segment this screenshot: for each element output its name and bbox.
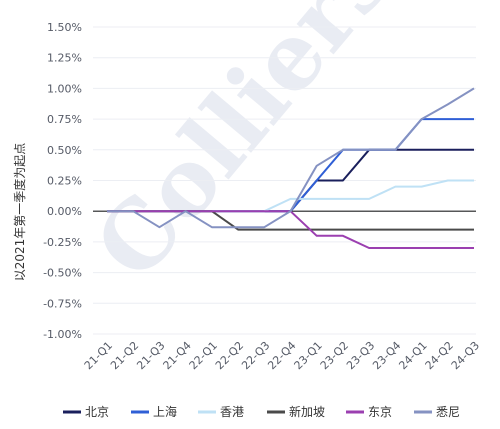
legend-label: 悉尼	[436, 405, 460, 419]
x-tick-label: 22-Q1	[187, 339, 220, 372]
y-axis-ticks: 1.50% 1.25% 1.00% 0.75% 0.50% 0.25% 0.00% -0.25…	[43, 21, 82, 341]
y-gridlines	[93, 26, 476, 335]
y-tick-label: 1.00%	[47, 82, 82, 95]
x-tick-label: 21-Q4	[161, 339, 194, 372]
legend-label: 新加坡	[289, 404, 325, 419]
x-tick-label: 24-Q2	[423, 339, 456, 372]
legend-label: 香港	[220, 405, 244, 419]
y-tick-label: -0.50%	[43, 267, 82, 280]
y-tick-label: 0.50%	[47, 144, 82, 157]
x-tick-label: 22-Q4	[265, 339, 298, 372]
y-tick-label: 0.25%	[47, 175, 82, 188]
x-axis-ticks: 21-Q121-Q221-Q321-Q422-Q122-Q222-Q322-Q4…	[82, 339, 482, 372]
x-tick-label: 21-Q1	[82, 339, 115, 372]
y-tick-label: -0.25%	[43, 236, 82, 249]
y-tick-label: 1.50%	[47, 21, 82, 34]
legend-label: 上海	[153, 404, 177, 419]
legend: 北京 上海 香港 新加坡 东京 悉尼	[63, 404, 460, 419]
y-tick-label: 0.75%	[47, 113, 82, 126]
x-tick-label: 21-Q3	[134, 339, 167, 372]
legend-label: 东京	[368, 405, 392, 419]
x-tick-label: 24-Q3	[449, 339, 482, 372]
x-tick-label: 23-Q1	[292, 339, 325, 372]
x-tick-label: 22-Q3	[239, 339, 272, 372]
legend-label: 北京	[85, 405, 109, 419]
y-tick-label: -0.75%	[43, 297, 82, 310]
y-tick-label: 0.00%	[47, 205, 82, 218]
y-axis-label: 以2021年第一季度为起点	[12, 143, 27, 282]
x-tick-label: 24-Q1	[396, 339, 429, 372]
y-tick-label: -1.00%	[43, 328, 82, 341]
y-tick-label: 1.25%	[47, 52, 82, 65]
x-tick-label: 22-Q2	[213, 339, 246, 372]
x-tick-label: 23-Q3	[344, 339, 377, 372]
series-lines	[107, 87, 475, 249]
x-tick-label: 21-Q2	[108, 339, 141, 372]
x-tick-label: 23-Q4	[370, 339, 403, 372]
x-tick-label: 23-Q2	[318, 339, 351, 372]
series-line	[107, 87, 475, 229]
